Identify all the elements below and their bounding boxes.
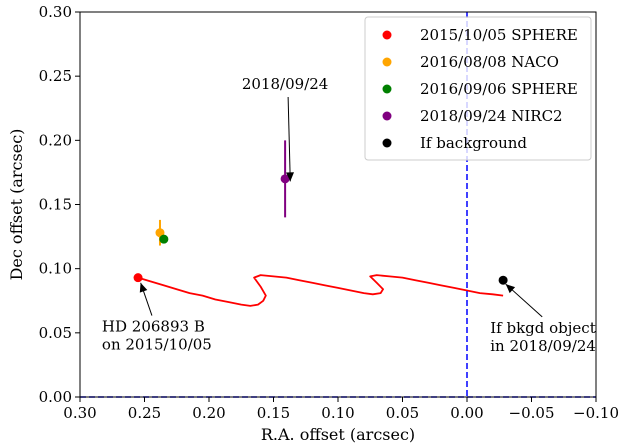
legend-label-0: 2015/10/05 SPHERE	[420, 26, 578, 44]
legend-items: 2015/10/05 SPHERE 2016/08/08 NACO 2016/09/…	[382, 26, 578, 152]
legend-box	[364, 16, 592, 161]
y-tick-label-1: 0.05	[39, 324, 72, 342]
legend-label-2: 2016/09/06 SPHERE	[420, 80, 578, 98]
legend-label-1: 2016/08/08 NACO	[420, 53, 559, 71]
annotation-line-1-0: HD 206893 B	[102, 318, 205, 336]
y-tick-label-0: 0.00	[39, 388, 72, 406]
data-point-4-0	[498, 275, 508, 285]
x-tick-label-0: 0.30	[63, 404, 96, 422]
y-tick-label-3: 0.15	[39, 196, 72, 214]
x-tick-label-1: 0.25	[128, 404, 161, 422]
legend-marker-0	[382, 30, 392, 40]
legend-marker-4	[382, 138, 392, 148]
y-tick-label-4: 0.20	[39, 131, 72, 149]
data-point-2-0	[159, 234, 169, 244]
x-tick-label-4: 0.10	[321, 404, 354, 422]
y-tick-label-2: 0.10	[39, 260, 72, 278]
annotation-line-1-1: on 2015/10/05	[102, 336, 212, 354]
legend-label-3: 2018/09/24 NIRC2	[420, 107, 563, 125]
x-tick-label-3: 0.15	[257, 404, 290, 422]
x-tick-label-2: 0.20	[192, 404, 225, 422]
annotation-arrow-shaft-0	[287, 96, 291, 182]
background-track-layer	[137, 274, 504, 307]
legend-marker-1	[382, 57, 392, 67]
data-point-3-0	[280, 174, 290, 184]
x-tick-label-7: −0.05	[509, 404, 555, 422]
y-axis-title: Dec offset (arcsec)	[7, 129, 26, 281]
y-tick-label-6: 0.30	[39, 3, 72, 21]
data-point-0-0	[133, 273, 143, 283]
x-axis-ticks: 0.30 0.25 0.20 0.15 0.10 0.05 0.00 −0.05 −0.10	[63, 397, 619, 422]
y-tick-label-5: 0.25	[39, 67, 72, 85]
annotation-line-2-1: in 2018/09/24	[490, 337, 596, 355]
legend: 2015/10/05 SPHERE 2016/08/08 NACO 2016/09/…	[364, 16, 592, 161]
annotation-text-0: 2018/09/24	[242, 75, 328, 93]
data-points-layer	[133, 140, 508, 285]
x-tick-label-6: 0.00	[450, 404, 483, 422]
legend-marker-3	[382, 111, 392, 121]
legend-label-4: If background	[420, 134, 527, 152]
annotation-line-0-0: 2018/09/24	[242, 75, 328, 93]
x-axis-title: R.A. offset (arcsec)	[261, 425, 415, 444]
y-axis-ticks: 0.00 0.05 0.10 0.15 0.20 0.25 0.30	[39, 3, 80, 406]
x-tick-label-8: −0.10	[573, 404, 619, 422]
annotation-text-2: If bkgd object in 2018/09/24	[490, 319, 596, 355]
background-track-line	[137, 274, 504, 307]
legend-marker-2	[382, 84, 392, 94]
annotation-arrow-head-1	[139, 282, 148, 293]
annotation-arrow-head-2	[505, 284, 516, 294]
annotation-line-2-0: If bkgd object	[490, 319, 595, 337]
x-tick-label-5: 0.05	[386, 404, 419, 422]
annotation-arrow-head-0	[286, 172, 294, 182]
